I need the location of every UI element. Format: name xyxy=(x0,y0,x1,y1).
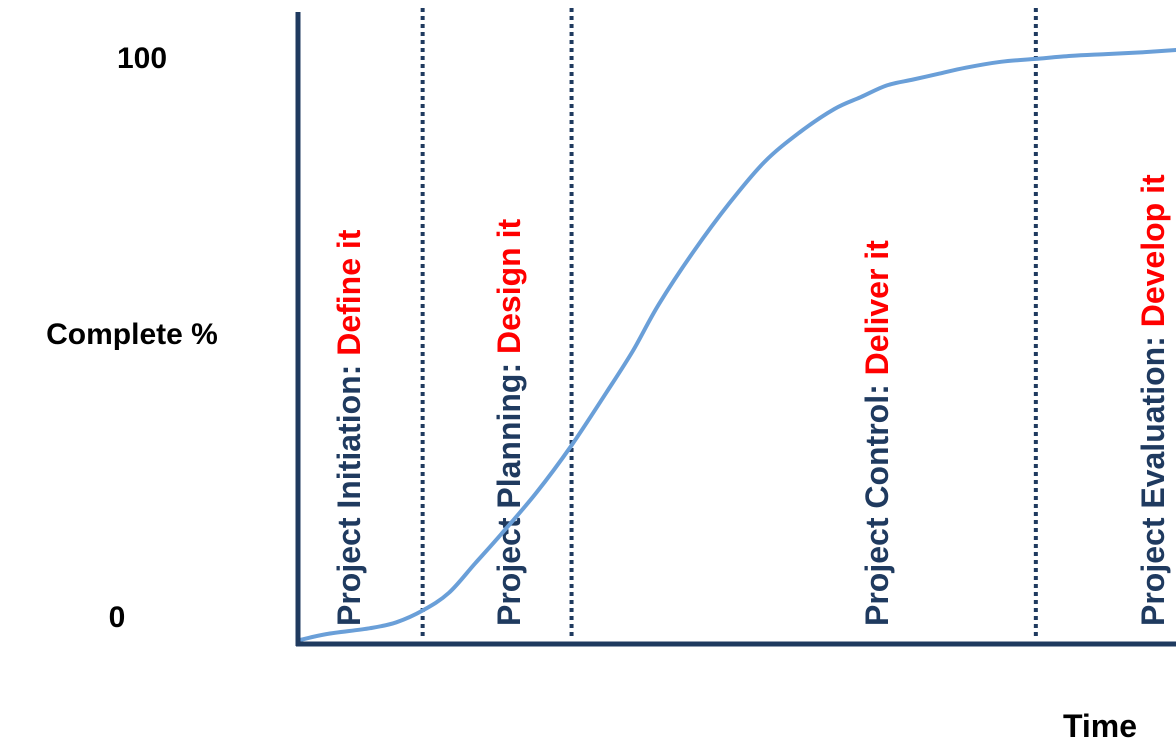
phase-name-4: Project Evaluation: xyxy=(1135,327,1171,626)
phase-action-1: Define it xyxy=(331,229,367,356)
phase-label-4: Project Evaluation: Develop it xyxy=(1135,174,1171,626)
phase-action-3: Deliver it xyxy=(859,240,895,376)
progress-curve xyxy=(298,48,1176,642)
phase-label-2: Project Planning: Design it xyxy=(491,219,527,627)
phase-name-3: Project Control: xyxy=(859,375,895,626)
y-axis-label: Complete % xyxy=(46,318,218,351)
phase-label-1: Project Initiation: Define it xyxy=(331,229,367,626)
y-tick-label-0: 0 xyxy=(109,601,126,634)
phase-name-2: Project Planning: xyxy=(491,354,527,626)
phase-action-4: Develop it xyxy=(1135,174,1171,327)
y-tick-label-100: 100 xyxy=(117,42,167,75)
phase-name-1: Project Initiation: xyxy=(331,356,367,626)
phase-label-3: Project Control: Deliver it xyxy=(859,240,895,626)
phase-action-2: Design it xyxy=(491,219,527,354)
x-axis-label: Time xyxy=(1063,708,1137,744)
